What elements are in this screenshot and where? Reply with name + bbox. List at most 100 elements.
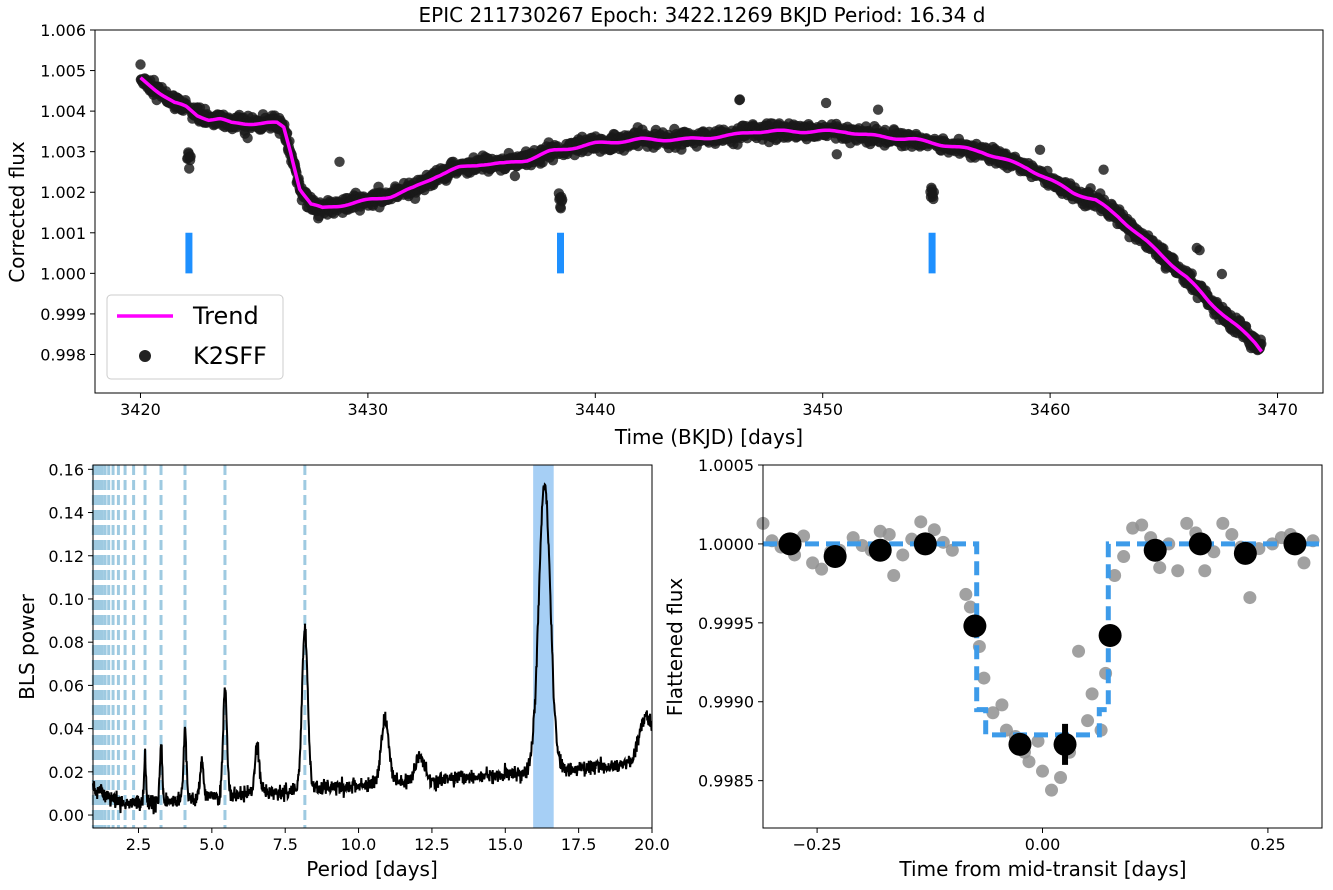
lightcurve-y-ticks: 0.998 0.999 1.000 1.001 1.002 1.003 1.004 1.005…	[40, 21, 95, 364]
x-tick-label: 15.0	[487, 835, 523, 854]
transit-model-line	[763, 541, 1322, 738]
periodogram-x-ticks: 2.5 5.0 7.5 10.0 12.5 15.0 17.5 20.0	[126, 828, 670, 854]
binned-point	[823, 545, 847, 569]
binned-point	[1098, 623, 1122, 647]
binned-point	[778, 532, 802, 556]
bls-power-line	[92, 482, 653, 815]
x-tick-label: −0.25	[793, 835, 842, 854]
y-tick-label: 0.10	[48, 590, 84, 609]
y-tick-label: 1.0000	[698, 535, 754, 554]
binned-point	[1233, 541, 1257, 565]
x-tick-label: 17.5	[561, 835, 597, 854]
raw-point	[806, 556, 820, 570]
raw-point	[1153, 561, 1167, 575]
binned-point	[1283, 532, 1307, 556]
y-tick-label: 0.00	[48, 806, 84, 825]
folded-transit-y-label: Flattened flux	[663, 578, 687, 717]
lightcurve-panel: 3420 3430 3440 3450 3460 3470 0.998 0.999 1.000…	[5, 21, 1324, 449]
x-tick-label: 20.0	[634, 835, 670, 854]
binned-point	[868, 538, 892, 562]
raw-point	[1022, 755, 1036, 769]
k2sff-point	[509, 170, 521, 182]
x-tick-label: 7.5	[272, 835, 297, 854]
raw-point	[1031, 734, 1045, 748]
raw-point	[945, 543, 959, 557]
k2sff-point	[734, 94, 746, 105]
x-tick-label: 3440	[575, 400, 616, 419]
y-tick-label: 1.002	[40, 183, 86, 202]
raw-point	[1117, 550, 1131, 564]
folded-transit-x-ticks: −0.25 0.00 0.25	[793, 828, 1286, 854]
y-tick-label: 0.04	[48, 720, 84, 739]
raw-point	[1243, 591, 1257, 605]
raw-point	[1180, 516, 1194, 530]
raw-point	[1054, 770, 1068, 784]
k2sff-point	[831, 149, 842, 160]
x-tick-label: 5.0	[199, 835, 224, 854]
raw-point	[887, 568, 901, 582]
periodogram-x-label: Period [days]	[306, 857, 438, 881]
binned-point	[913, 532, 937, 556]
k2sff-point	[1098, 164, 1109, 175]
x-tick-label: 0.00	[1025, 835, 1061, 854]
folded-transit-plot-area	[756, 515, 1322, 797]
x-tick-label: 12.5	[414, 835, 450, 854]
x-tick-label: 3460	[1030, 400, 1071, 419]
y-tick-label: 1.004	[40, 102, 86, 121]
k2sff-point	[1186, 268, 1197, 279]
raw-point	[986, 706, 1000, 720]
raw-point	[959, 587, 973, 601]
raw-point	[1045, 783, 1059, 797]
x-tick-label: 3470	[1257, 400, 1298, 419]
lightcurve-plot-area	[135, 59, 1267, 356]
k2sff-point	[928, 186, 939, 198]
k2sff-point	[1194, 245, 1205, 256]
k2sff-point	[1216, 268, 1228, 280]
binned-point	[1053, 732, 1077, 756]
y-tick-label: 0.998	[40, 345, 86, 364]
raw-point	[1036, 764, 1049, 778]
y-tick-label: 0.9990	[698, 693, 754, 712]
raw-point	[995, 698, 1009, 712]
y-tick-label: 0.999	[40, 305, 86, 324]
y-tick-label: 0.9995	[698, 614, 754, 633]
k2sff-point	[557, 194, 568, 205]
y-tick-label: 1.001	[40, 224, 86, 243]
folded-transit-y-ticks: 0.9985 0.9990 0.9995 1.0000 1.0005	[698, 456, 763, 791]
periodogram-y-ticks: 0.00 0.02 0.04 0.06 0.08 0.10 0.12 0.14 0.16	[48, 460, 93, 825]
y-tick-label: 1.0005	[698, 456, 754, 475]
folded-transit-x-label: Time from mid-transit [days]	[898, 857, 1186, 881]
raw-point	[896, 548, 910, 562]
lightcurve-y-label: Corrected flux	[5, 141, 29, 283]
raw-point	[1225, 527, 1239, 541]
y-tick-label: 0.9985	[698, 772, 754, 791]
k2sff-point	[184, 163, 195, 174]
k2sff-point	[334, 156, 345, 167]
x-tick-label: 3430	[348, 400, 389, 419]
x-tick-label: 10.0	[341, 835, 377, 854]
raw-point	[1108, 568, 1122, 582]
lightcurve-x-ticks: 3420 3430 3440 3450 3460 3470	[120, 393, 1298, 419]
raw-point	[1216, 516, 1230, 530]
x-tick-label: 0.25	[1250, 835, 1286, 854]
figure-title: EPIC 211730267 Epoch: 3422.1269 BKJD Per…	[419, 3, 986, 27]
y-tick-label: 1.000	[40, 264, 86, 283]
y-tick-label: 0.14	[48, 504, 84, 523]
binned-point	[1008, 732, 1032, 756]
k2sff-point	[820, 97, 832, 109]
raw-point	[1297, 556, 1311, 570]
y-tick-label: 0.02	[48, 763, 84, 782]
raw-point	[927, 523, 941, 537]
binned-point	[1143, 538, 1167, 562]
k2sff-point	[135, 59, 146, 70]
legend-k2sff-label: K2SFF	[193, 342, 267, 370]
k2sff-point	[242, 132, 253, 144]
binned-point	[1188, 532, 1212, 556]
raw-point	[977, 671, 991, 685]
raw-point	[1085, 687, 1099, 701]
raw-point	[914, 515, 928, 529]
folded-transit-panel: −0.25 0.00 0.25 0.9985 0.9990 0.9995 1.0000 1.…	[663, 456, 1323, 881]
periodogram-y-label: BLS power	[15, 593, 39, 700]
y-tick-label: 1.003	[40, 143, 86, 162]
